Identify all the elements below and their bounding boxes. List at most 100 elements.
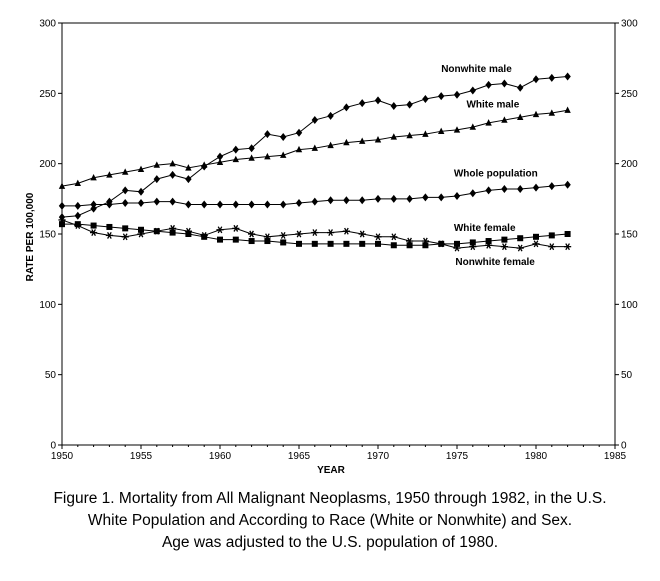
whole-population-point (469, 189, 476, 198)
whole-population-point (137, 199, 145, 208)
nonwhite-female-point (390, 233, 398, 241)
nonwhite-male-point (485, 80, 492, 89)
white-male-point (153, 161, 160, 168)
nonwhite-female-point (548, 243, 556, 251)
white-male-point (485, 119, 492, 126)
nonwhite-female-point-stroke (486, 241, 491, 249)
x-tick-label: 1980 (525, 451, 548, 462)
whole-population-point (311, 197, 318, 206)
whole-population-point (169, 197, 176, 206)
y-tick-label-left: 200 (39, 159, 56, 170)
white-male-point (169, 159, 176, 167)
whole-population-point (422, 193, 429, 202)
nonwhite-female-point (105, 231, 113, 239)
nonwhite-female-point-stroke (470, 243, 476, 251)
mortality-line-chart: 0 0 50 50 100 100 150 150 200 200 250 250 300 300 1950… (25, 19, 638, 477)
whole-population-point (216, 200, 224, 209)
white-female-point (327, 240, 334, 247)
white-female-point (406, 242, 413, 249)
whole-population-point (295, 199, 303, 208)
white-male-point (359, 137, 366, 144)
white-male-point (327, 141, 334, 149)
nonwhite-female-point (279, 231, 287, 239)
nonwhite-female-point-stroke (407, 237, 412, 245)
white-female-point (201, 233, 208, 240)
white-female-label: White female (454, 223, 516, 234)
white-female-point (169, 229, 176, 236)
nonwhite-female-point (453, 244, 461, 252)
y-tick-label-left: 50 (45, 370, 57, 381)
whole-population-point (453, 192, 461, 201)
whole-population-point (374, 194, 382, 203)
whole-population-point (185, 200, 192, 209)
nonwhite-male-point (169, 170, 176, 179)
nonwhite-female-point (516, 244, 524, 252)
nonwhite-male-point (248, 144, 255, 153)
nonwhite-female-point (295, 230, 303, 238)
nonwhite-female-point-stroke (233, 224, 239, 232)
nonwhite-female-point-stroke (375, 233, 381, 241)
nonwhite-male-point (185, 175, 192, 184)
nonwhite-female-point-stroke (549, 243, 555, 251)
y-tick-label-right: 150 (621, 230, 638, 241)
white-male-point (90, 174, 97, 181)
nonwhite-female-point-stroke (59, 216, 65, 224)
whole-population-label: Whole population (454, 168, 538, 179)
nonwhite-male-point (453, 90, 461, 99)
white-male-point (137, 165, 145, 172)
caption-line-3: Age was adjusted to the U.S. population … (161, 534, 499, 551)
nonwhite-female-point-stroke (138, 230, 144, 238)
white-male-point (406, 131, 413, 139)
white-female-point (106, 223, 113, 230)
whole-population-point (201, 200, 208, 209)
nonwhite-male-point (122, 186, 129, 195)
white-male-point (264, 152, 271, 160)
white-female-point (501, 236, 508, 243)
white-male-point (248, 154, 255, 161)
white-female-point (232, 236, 239, 243)
y-tick-label-right: 300 (621, 19, 638, 30)
y-tick-label-right: 0 (621, 441, 627, 452)
white-male-point (469, 123, 476, 130)
nonwhite-female-point-stroke (170, 224, 175, 232)
white-female-point (517, 235, 524, 242)
x-tick-label: 1970 (367, 451, 390, 462)
white-female-point (90, 222, 97, 229)
white-male-point (453, 126, 461, 133)
nonwhite-male-label: Nonwhite male (441, 64, 512, 75)
nonwhite-female-point-stroke (344, 227, 349, 235)
nonwhite-female-point (58, 216, 66, 224)
white-female-point (74, 221, 81, 228)
caption-line-2: White Population and According to Race (… (87, 512, 573, 529)
nonwhite-male-point (390, 101, 397, 110)
whole-population-point (406, 194, 413, 203)
white-female-point (122, 225, 129, 232)
whole-population-point (501, 184, 508, 193)
white-female-point (185, 231, 192, 237)
nonwhite-male-point (232, 145, 239, 154)
x-tick-label: 1950 (51, 451, 74, 462)
y-tick-label-left: 150 (39, 230, 56, 241)
nonwhite-female-point (358, 230, 366, 238)
nonwhite-female-point-stroke (454, 244, 460, 252)
nonwhite-female-point (564, 243, 572, 251)
white-female-point (59, 221, 65, 228)
white-male-point (58, 182, 66, 189)
whole-population-point (532, 183, 540, 192)
white-male-point (185, 164, 192, 171)
nonwhite-male-point (343, 103, 350, 112)
nonwhite-female-point-stroke (296, 230, 302, 238)
white-female-point (564, 231, 571, 237)
x-tick-label: 1960 (209, 451, 232, 462)
y-tick-label-right: 200 (621, 159, 638, 170)
nonwhite-female-point (532, 240, 540, 248)
nonwhite-female-point-stroke (312, 229, 318, 237)
nonwhite-female-point (74, 222, 82, 230)
white-male-point (422, 130, 429, 137)
white-male-point (311, 144, 318, 151)
whole-population-point (564, 180, 571, 189)
nonwhite-female-point-stroke (265, 233, 270, 241)
nonwhite-male-point (153, 175, 160, 184)
nonwhite-female-point-stroke (517, 244, 523, 252)
nonwhite-female-point-stroke (328, 229, 333, 237)
